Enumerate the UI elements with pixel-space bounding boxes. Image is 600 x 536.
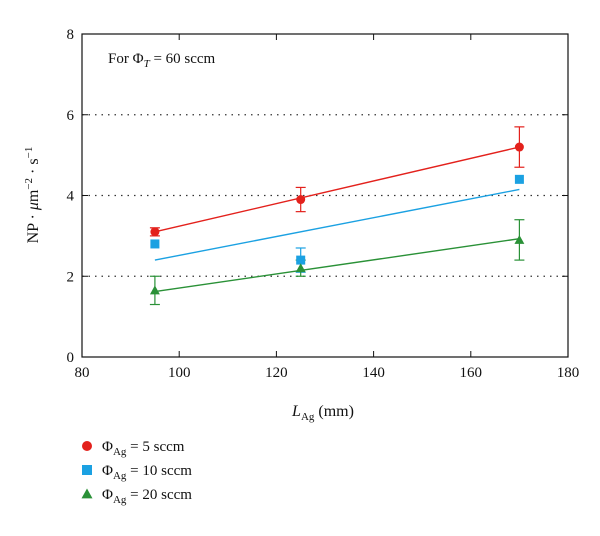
- axis-ticks: 80 100 120 140 160 180 0 2 4 6 8: [67, 27, 580, 381]
- data-point-series-0: [514, 142, 524, 152]
- legend-marker-series-2: [81, 488, 93, 499]
- x-tick-label: 140: [362, 365, 385, 381]
- y-tick-label: 4: [67, 189, 75, 205]
- fit-line-series-1: [154, 188, 520, 261]
- data-point-series-2: [149, 285, 160, 295]
- error-bars: [149, 126, 525, 306]
- data-point-series-1: [514, 174, 524, 184]
- data-point-series-1: [150, 239, 160, 249]
- y-tick-label: 8: [67, 27, 75, 43]
- x-tick-label: 180: [557, 365, 580, 381]
- x-tick-label: 120: [265, 365, 288, 381]
- legend: ΦAg = 5 sccm ΦAg = 10 sccm ΦAg = 20 sccm: [81, 439, 192, 506]
- data-point-series-1: [296, 255, 306, 265]
- data-markers: [149, 142, 525, 295]
- data-point-series-0: [150, 227, 160, 237]
- legend-marker-series-0: [82, 441, 92, 451]
- data-point-series-0: [296, 195, 306, 205]
- data-point-series-2: [514, 234, 525, 244]
- legend-label-series-0: ΦAg = 5 sccm: [102, 439, 185, 458]
- fit-line-series-0: [154, 146, 520, 233]
- annotation-text: For ΦT = 60 sccm: [108, 51, 216, 70]
- data-point-series-2: [295, 263, 306, 273]
- gridlines: [82, 114, 568, 277]
- fit-lines: [154, 146, 520, 293]
- y-tick-label: 2: [67, 269, 75, 285]
- legend-label-series-1: ΦAg = 10 sccm: [102, 463, 192, 482]
- fit-line-series-2: [154, 238, 520, 293]
- y-tick-label: 6: [67, 108, 75, 124]
- x-axis-label: LAg (mm): [291, 403, 354, 423]
- y-tick-label: 0: [67, 350, 75, 366]
- x-tick-label: 160: [460, 365, 483, 381]
- x-tick-label: 80: [75, 365, 90, 381]
- legend-marker-series-1: [82, 465, 92, 475]
- y-axis-label: NP · μm−2 · s−1: [23, 147, 42, 244]
- legend-label-series-2: ΦAg = 20 sccm: [102, 487, 192, 506]
- x-tick-label: 100: [168, 365, 191, 381]
